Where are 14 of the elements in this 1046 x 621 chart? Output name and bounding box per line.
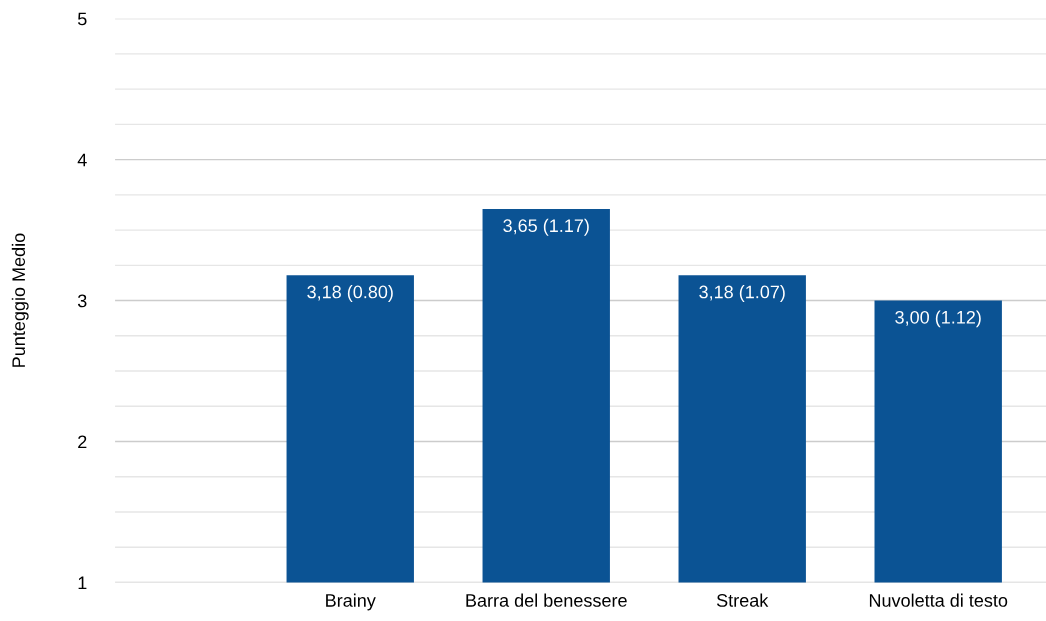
y-axis-title: Punteggio Medio (11, 233, 29, 367)
data-label: 3,18 (0.80) (307, 285, 393, 302)
y-tick-label: 2 (78, 435, 87, 449)
data-label: 3,18 (1.07) (699, 285, 785, 302)
y-tick-label: 3 (77, 294, 87, 308)
data-label: 3,65 (1.17) (503, 218, 589, 236)
x-tick-label: Brainy (326, 593, 376, 611)
y-tick-label: 5 (77, 12, 87, 26)
data-label: 3,00 (1.12) (895, 310, 981, 328)
y-tick-label: 4 (77, 153, 87, 167)
y-tick-label: 1 (78, 576, 87, 590)
x-tick-label: Barra del benessere (466, 593, 627, 607)
x-tick-label: Nuvoletta di testo (869, 593, 1008, 607)
x-tick-label: Streak (716, 593, 769, 607)
